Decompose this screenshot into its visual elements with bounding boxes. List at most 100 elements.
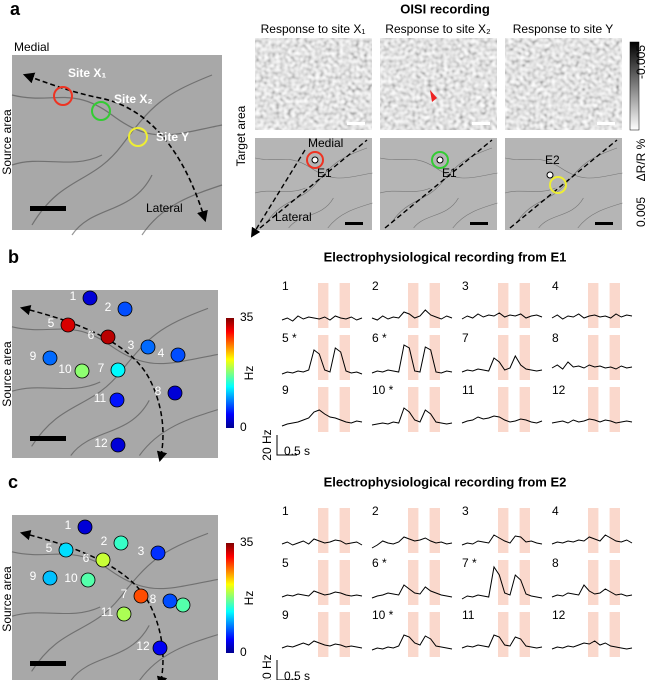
- colorbar: [226, 543, 234, 653]
- stim-window: [588, 283, 599, 328]
- stim-window: [609, 612, 620, 657]
- inset-image: [255, 138, 372, 230]
- scale-bar: [30, 661, 66, 666]
- site-circle: [91, 101, 111, 121]
- electrode: [436, 156, 444, 164]
- trace: [281, 315, 363, 322]
- response-map: [380, 38, 497, 130]
- target-area-label: Target area: [234, 105, 248, 166]
- stim-window: [429, 560, 440, 605]
- site-label: 12: [94, 436, 108, 450]
- site-label: 1: [70, 289, 77, 303]
- stim-window: [318, 612, 329, 657]
- scale-bar: [470, 222, 488, 225]
- site-dot: [82, 290, 98, 306]
- trace: [281, 538, 363, 546]
- stim-window: [429, 387, 440, 432]
- site-label: 6: [88, 328, 95, 342]
- trace-label: 8: [552, 331, 559, 345]
- stim-window: [339, 387, 350, 432]
- trace: [461, 415, 543, 424]
- scale-bar: [595, 222, 613, 225]
- stim-window: [519, 283, 530, 328]
- trace: [551, 418, 633, 424]
- stim-window: [429, 508, 440, 553]
- trace-label: 10 *: [372, 383, 394, 397]
- site-dot: [117, 301, 133, 317]
- stim-window: [498, 560, 509, 605]
- site-dot: [77, 519, 93, 535]
- inset-image: [505, 138, 622, 230]
- site-label: 7: [98, 361, 105, 375]
- stim-window: [609, 508, 620, 553]
- colorbar-label: ΔR/R %: [634, 138, 648, 181]
- trace-label: 9: [282, 383, 289, 397]
- site-label: 7: [121, 587, 128, 601]
- trace-label: 5 *: [282, 331, 297, 345]
- trace-label: 8: [552, 556, 559, 570]
- stim-window: [609, 335, 620, 380]
- response-title: Response to site Y: [513, 22, 614, 36]
- trace-label: 7 *: [462, 556, 477, 570]
- colorbar-label: 0.005: [634, 197, 648, 227]
- stim-window: [588, 612, 599, 657]
- stim-window: [318, 508, 329, 553]
- stim-window: [408, 508, 419, 553]
- trace: [551, 640, 633, 650]
- scale-bar: [472, 122, 490, 125]
- site-label: 11: [101, 605, 114, 619]
- site-label: 3: [128, 338, 135, 352]
- stim-window: [498, 387, 509, 432]
- site-label: 2: [101, 534, 108, 548]
- site-dot: [109, 392, 125, 408]
- site-circle: [53, 86, 73, 106]
- trace-label: 11: [462, 383, 475, 397]
- site-dot: [140, 339, 156, 355]
- axis-arrow: [22, 72, 208, 223]
- stim-window: [339, 508, 350, 553]
- site-label: 5: [48, 316, 55, 330]
- dashed-axis: [259, 139, 368, 229]
- site-label: 8: [150, 592, 157, 606]
- trace-label: 12: [552, 383, 566, 397]
- site-dot: [42, 570, 58, 586]
- scale-x: 0.5 s: [284, 669, 310, 680]
- site-label: 5: [46, 541, 53, 555]
- stim-window: [519, 335, 530, 380]
- trace-label: 10 *: [372, 608, 394, 622]
- trace: [551, 584, 633, 598]
- colorbar: [629, 41, 640, 131]
- source-area-label: Source area: [0, 566, 14, 632]
- trace: [371, 634, 453, 651]
- panel-title: Electrophysiological recording from E1: [324, 249, 567, 264]
- stim-window: [498, 508, 509, 553]
- lateral-label: Lateral: [275, 210, 312, 224]
- site-label: Site Y: [156, 130, 189, 144]
- colorbar-unit: Hz: [242, 591, 256, 606]
- stim-window: [498, 283, 509, 328]
- stim-window: [609, 283, 620, 328]
- scale-bar: [597, 122, 615, 125]
- site-dot: [80, 572, 96, 588]
- colorbar-label: -0.005: [634, 45, 648, 79]
- scale-bar: [30, 436, 66, 441]
- scale-y: 20 Hz: [260, 654, 274, 680]
- stim-window: [318, 560, 329, 605]
- trace-label: 4: [552, 279, 559, 293]
- electrode: [311, 156, 319, 164]
- site-dot: [113, 535, 129, 551]
- site-label: 8: [155, 384, 162, 398]
- trace-label: 9: [282, 608, 289, 622]
- stim-window: [588, 387, 599, 432]
- site-dot: [100, 329, 116, 345]
- site-dot: [150, 545, 166, 561]
- trace: [371, 407, 453, 426]
- trace: [371, 309, 453, 321]
- scale-x: 0.5 s: [284, 444, 310, 458]
- site-circle: [128, 127, 148, 147]
- site-dot: [133, 588, 149, 604]
- scale-bar: [30, 206, 66, 211]
- response-map: [505, 38, 622, 130]
- site-label: 4: [158, 346, 165, 360]
